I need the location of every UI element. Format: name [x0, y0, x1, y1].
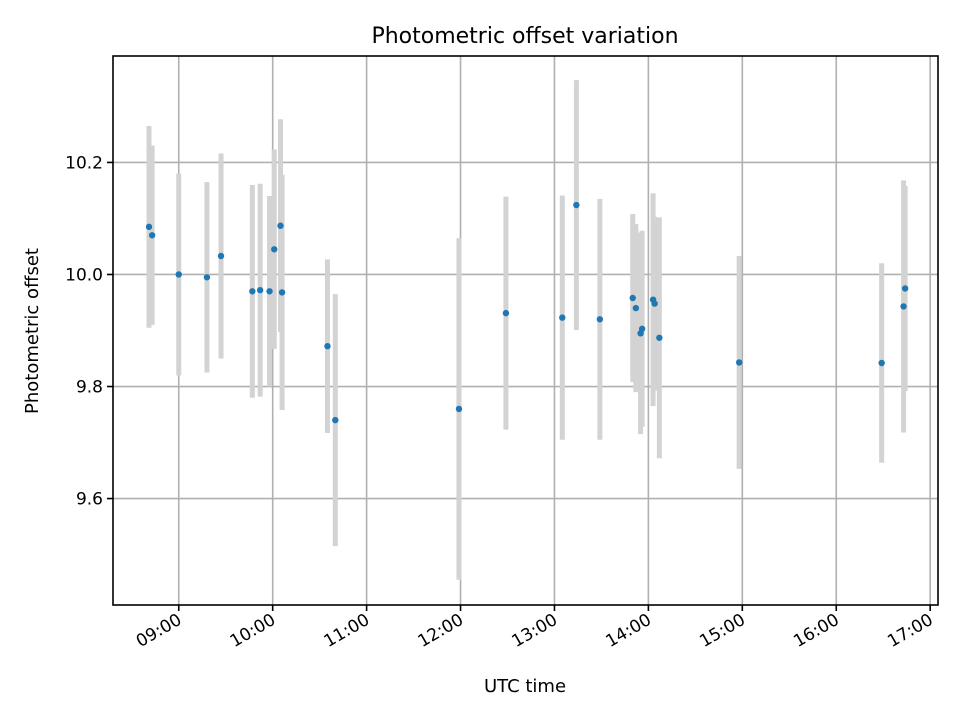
y-tick-label: 10.2 — [65, 153, 103, 173]
data-point — [651, 300, 658, 307]
data-point — [629, 294, 636, 302]
x-tick-label: 09:00 — [133, 610, 185, 652]
data-point — [148, 232, 156, 239]
x-tick-label: 13:00 — [509, 610, 561, 652]
y-axis-label: Photometric offset — [22, 248, 43, 414]
x-tick-label: 14:00 — [602, 610, 654, 652]
data-point — [271, 246, 278, 253]
axis-ticks: 09:00 10:00 11:00 12:00 13:00 14:00 15:00 16:00… — [65, 153, 937, 651]
data-point — [266, 288, 273, 295]
x-tick-label: 16:00 — [790, 610, 842, 652]
y-tick-label: 9.8 — [76, 378, 103, 398]
plot-area-frame — [112, 55, 939, 606]
data-point — [324, 342, 331, 350]
data-point — [573, 201, 580, 209]
x-tick-label: 12:00 — [415, 610, 467, 652]
data-point — [278, 289, 286, 296]
data-points — [145, 201, 909, 424]
data-point — [175, 271, 182, 278]
data-point — [878, 359, 885, 367]
data-point — [256, 286, 264, 294]
x-tick-label: 15:00 — [696, 610, 748, 652]
data-point — [203, 274, 211, 281]
data-point — [900, 303, 907, 310]
data-point — [502, 309, 510, 317]
data-point — [638, 325, 646, 333]
x-tick-label: 17:00 — [884, 610, 936, 652]
data-point — [596, 316, 604, 323]
grid — [113, 56, 938, 605]
data-point — [559, 314, 566, 321]
y-tick-label: 9.6 — [76, 490, 103, 510]
x-tick-label: 11:00 — [321, 610, 373, 652]
error-bars — [146, 80, 908, 580]
data-point — [332, 416, 339, 424]
chart-title: Photometric offset variation — [371, 24, 678, 49]
data-point — [901, 285, 909, 292]
data-point — [249, 288, 256, 295]
data-point — [455, 405, 463, 413]
data-point — [217, 252, 225, 260]
data-point — [145, 223, 153, 231]
y-tick-label: 10.0 — [65, 265, 103, 285]
x-axis-label: UTC time — [484, 676, 566, 697]
x-tick-label: 10:00 — [227, 610, 279, 652]
data-point — [277, 222, 284, 229]
data-point — [656, 334, 663, 341]
data-point — [632, 304, 640, 312]
data-point — [735, 359, 743, 366]
